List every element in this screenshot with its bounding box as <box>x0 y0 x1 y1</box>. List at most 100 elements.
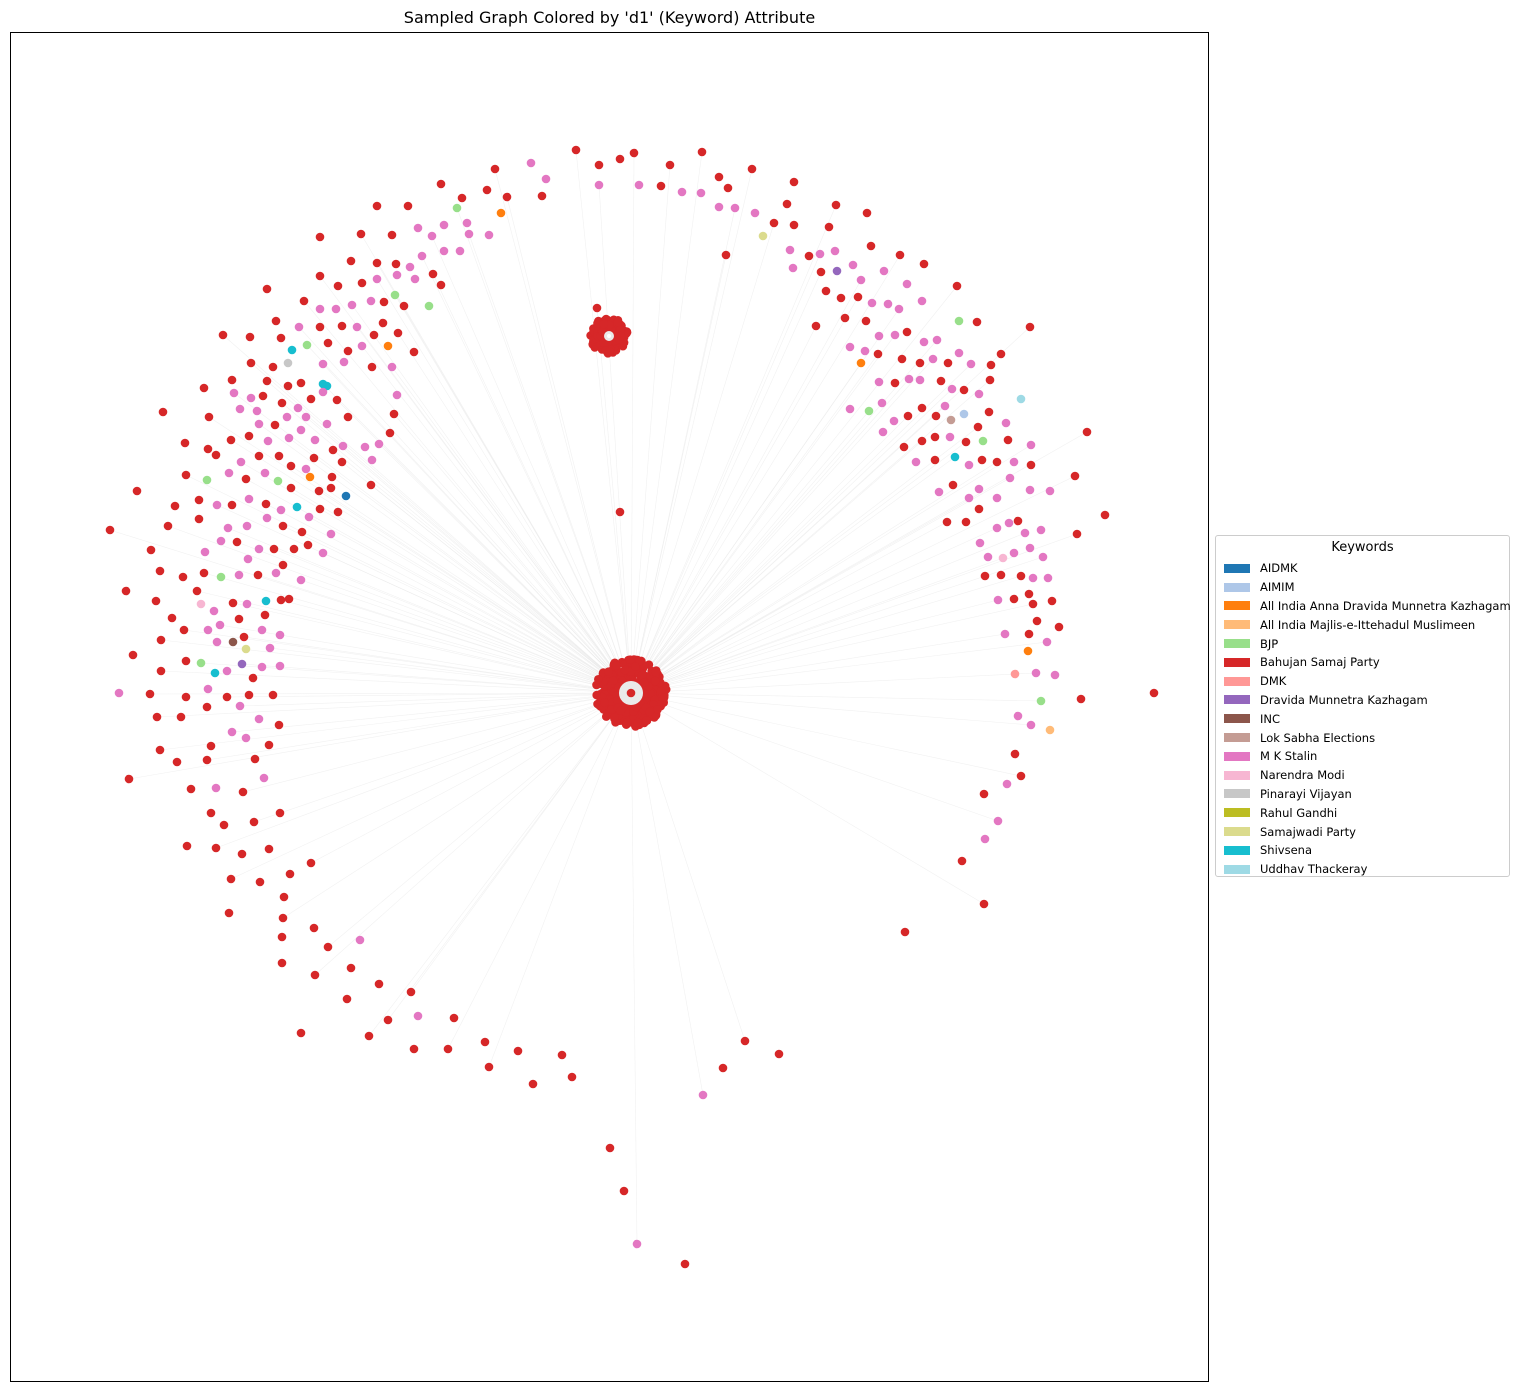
hub-node <box>651 676 660 686</box>
graph-node <box>632 1239 642 1249</box>
graph-node <box>259 773 269 783</box>
legend-swatch <box>1224 733 1250 743</box>
graph-node <box>526 158 536 168</box>
hub-node <box>642 716 651 725</box>
graph-node <box>216 536 226 546</box>
graph-edge <box>630 325 817 694</box>
graph-edge <box>253 692 632 823</box>
graph-node <box>930 432 940 442</box>
graph-node <box>181 656 191 666</box>
graph-edge <box>447 692 632 1050</box>
graph-node <box>128 650 138 660</box>
graph-node <box>723 183 733 193</box>
graph-edge <box>596 307 632 694</box>
graph-edge <box>156 692 632 718</box>
graph-node <box>848 260 858 270</box>
graph-node <box>878 427 888 437</box>
graph-edge <box>288 437 632 694</box>
graph-edge <box>432 273 632 694</box>
legend-swatch <box>1224 827 1250 837</box>
hub-node <box>637 670 647 680</box>
graph-node <box>211 843 221 853</box>
graph-node <box>894 304 904 314</box>
graph-node <box>199 568 209 578</box>
graph-node <box>339 357 349 367</box>
legend-swatch <box>1224 676 1250 686</box>
graph-node <box>930 455 940 465</box>
chart-title: Sampled Graph Colored by 'd1' (Keyword) … <box>403 8 816 27</box>
graph-node <box>277 398 287 408</box>
graph-node <box>264 740 274 750</box>
graph-node <box>237 659 247 669</box>
graph-node <box>403 201 413 211</box>
graph-edge <box>630 692 704 1096</box>
graph-edge <box>387 692 632 1021</box>
graph-node <box>980 571 990 581</box>
graph-node <box>310 970 320 980</box>
hub-node <box>612 696 622 705</box>
graph-node <box>224 908 234 918</box>
graph-edge <box>206 692 632 761</box>
graph-node <box>484 1062 494 1072</box>
graph-node <box>436 280 446 290</box>
graph-edge <box>630 222 775 694</box>
legend-label: AIMIM <box>1260 580 1295 595</box>
graph-node <box>172 757 182 767</box>
legend-item: Samajwadi Party <box>1224 822 1501 841</box>
graph-node <box>856 275 866 285</box>
graph-node <box>218 330 228 340</box>
graph-node <box>856 358 866 368</box>
graph-node <box>328 445 338 455</box>
graph-node <box>656 181 666 191</box>
graph-edge <box>310 692 632 864</box>
graph-node <box>974 389 984 399</box>
graph-edge <box>160 639 632 694</box>
graph-edge <box>630 456 956 694</box>
graph-node <box>273 476 283 486</box>
hub-node <box>633 718 642 727</box>
hub-node <box>607 705 616 714</box>
legend-label: DMK <box>1260 674 1287 689</box>
graph-node <box>615 507 625 517</box>
graph-node <box>1045 486 1055 496</box>
graph-node <box>333 281 343 291</box>
graph-edge <box>242 692 632 793</box>
graph-node <box>254 714 264 724</box>
graph-node <box>284 433 294 443</box>
graph-node <box>409 347 419 357</box>
hub-core <box>626 688 636 698</box>
graph-node <box>947 384 957 394</box>
graph-edge <box>219 624 632 694</box>
graph-edge <box>239 692 632 707</box>
graph-node <box>1016 394 1026 404</box>
graph-node <box>959 385 969 395</box>
graph-node <box>202 702 212 712</box>
graph-node <box>278 913 288 923</box>
graph-edge <box>257 574 632 694</box>
graph-node <box>696 188 706 198</box>
graph-node <box>242 599 252 609</box>
graph-node <box>897 354 907 364</box>
graph-node <box>979 789 989 799</box>
hub-node <box>616 706 626 715</box>
graph-edge <box>241 663 632 694</box>
graph-node <box>946 415 956 425</box>
graph-node <box>318 548 328 558</box>
graph-node <box>915 375 925 385</box>
graph-node <box>1016 571 1026 581</box>
graph-edge <box>506 196 632 694</box>
legend-swatch <box>1224 751 1250 761</box>
graph-node <box>258 391 268 401</box>
graph-node <box>260 610 270 620</box>
graph-edge <box>351 304 632 694</box>
graph-edge <box>630 692 638 1245</box>
legend-swatch <box>1224 714 1250 724</box>
hub-cluster <box>586 314 632 358</box>
graph-edge <box>630 527 998 694</box>
graph-node <box>387 362 397 372</box>
graph-node <box>1036 525 1046 535</box>
legend-swatch <box>1224 563 1250 573</box>
graph-node <box>304 512 314 522</box>
graph-node <box>1002 779 1012 789</box>
graph-node <box>296 425 306 435</box>
